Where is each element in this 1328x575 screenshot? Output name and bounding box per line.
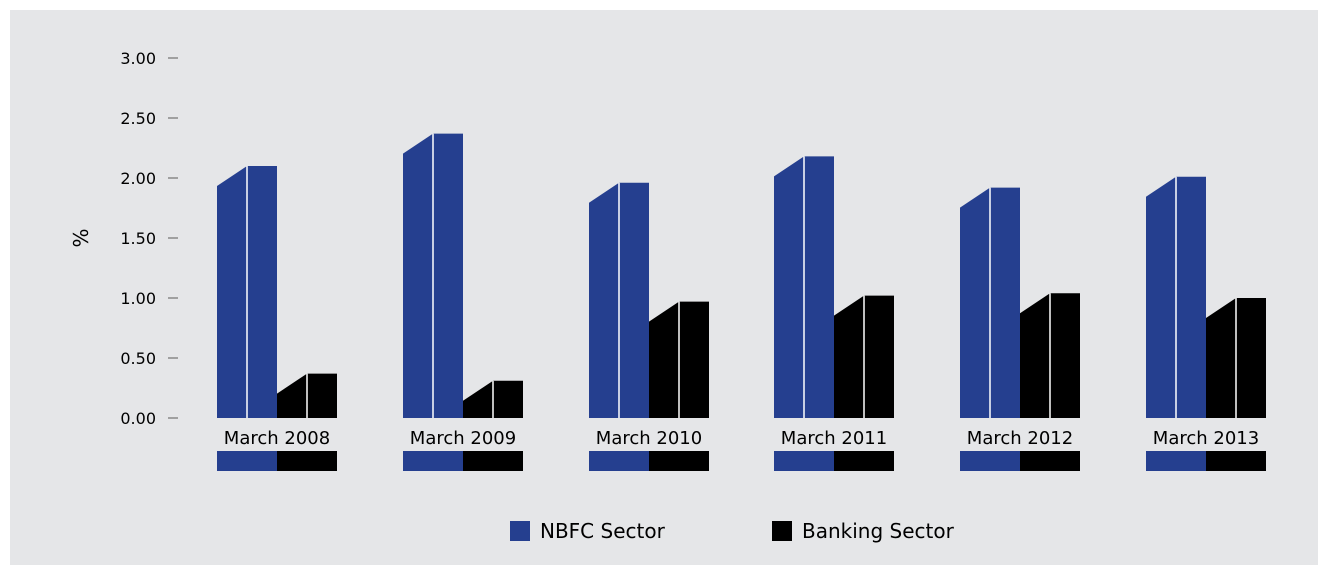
y-axis: 0.00 0.50 1.00 1.50 2.00 2.50 3.00 xyxy=(120,49,178,428)
category-label: March 2008 xyxy=(224,428,330,449)
y-tick-label: 0.50 xyxy=(120,349,156,368)
category-strip-banking xyxy=(834,451,894,471)
category-strip-banking xyxy=(463,451,523,471)
y-tick-label: 1.00 xyxy=(120,289,156,308)
legend-swatch-banking xyxy=(772,521,792,541)
legend-label-banking: Banking Sector xyxy=(802,519,954,543)
y-axis-label: % xyxy=(69,228,93,247)
category-label: March 2009 xyxy=(410,428,516,449)
y-tick-label: 0.00 xyxy=(120,409,156,428)
category-strip-nbfc xyxy=(403,451,463,471)
category-strip-nbfc xyxy=(774,451,834,471)
y-tick-label: 1.50 xyxy=(120,229,156,248)
y-tick-label: 3.00 xyxy=(120,49,156,68)
category-strip-banking xyxy=(1206,451,1266,471)
category-strip-banking xyxy=(1020,451,1080,471)
y-tick-label: 2.50 xyxy=(120,109,156,128)
category-strip-nbfc xyxy=(960,451,1020,471)
category-strip-banking xyxy=(649,451,709,471)
legend-label-nbfc: NBFC Sector xyxy=(540,519,665,543)
y-tick-label: 2.00 xyxy=(120,169,156,188)
category-label: March 2013 xyxy=(1153,428,1259,449)
category-strip-nbfc xyxy=(217,451,277,471)
category-strip-banking xyxy=(277,451,337,471)
category-strip-nbfc xyxy=(589,451,649,471)
category-labels: March 2008 March 2009 March 2010 March 2011… xyxy=(224,428,1259,449)
category-strip-nbfc xyxy=(1146,451,1206,471)
legend-item-banking: Banking Sector xyxy=(772,519,954,543)
category-label: March 2010 xyxy=(596,428,702,449)
category-label: March 2011 xyxy=(781,428,887,449)
legend-item-nbfc: NBFC Sector xyxy=(510,519,665,543)
category-label: March 2012 xyxy=(967,428,1073,449)
chart-panel: 0.00 0.50 1.00 1.50 2.00 2.50 3.00 % March 200… xyxy=(10,10,1318,565)
legend-swatch-nbfc xyxy=(510,521,530,541)
bar-chart: 0.00 0.50 1.00 1.50 2.00 2.50 3.00 % March 200… xyxy=(69,49,1266,471)
legend: NBFC Sector Banking Sector xyxy=(10,519,1318,549)
bars xyxy=(217,133,1266,471)
